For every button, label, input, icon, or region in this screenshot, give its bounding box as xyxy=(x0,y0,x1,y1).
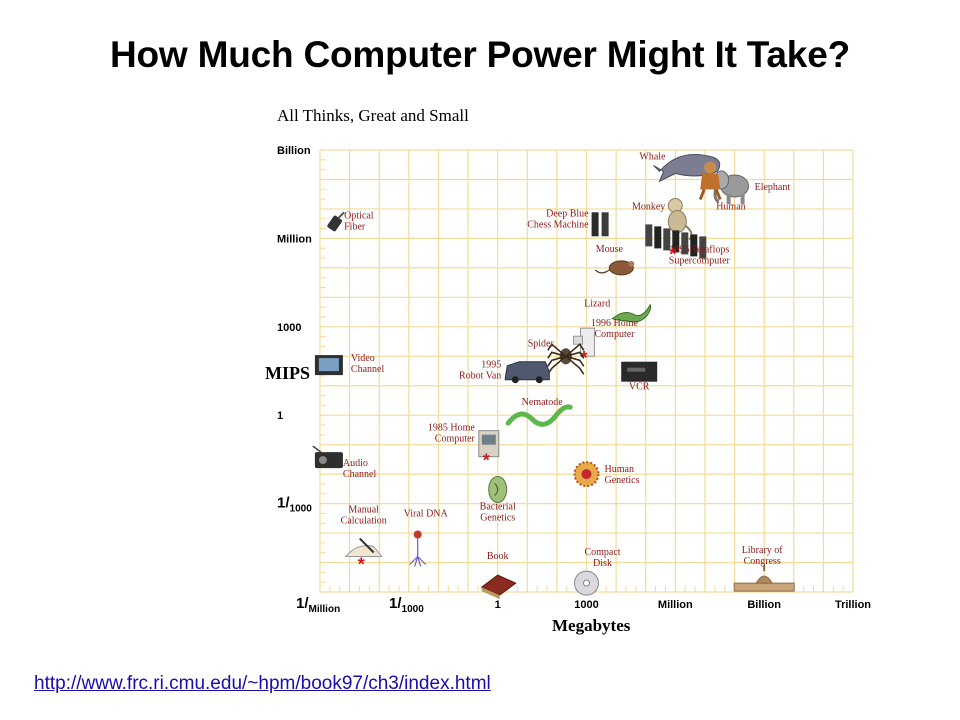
chart-axes: 1/Million 1/1000 1 1000 Million Billion Trilli… xyxy=(277,145,871,615)
x-tick-label: Trillion xyxy=(835,599,871,611)
point-label: VCR xyxy=(629,382,650,393)
audio-channel-icon xyxy=(312,445,343,469)
point-label: 1985 Home Computer xyxy=(428,423,476,445)
bacterial-genetics-icon xyxy=(488,476,508,503)
video-channel-icon xyxy=(314,355,343,376)
monkey-icon xyxy=(667,198,693,241)
y-tick-label: Billion xyxy=(277,145,311,157)
point-label: Lizard xyxy=(584,299,610,310)
chart-point: Mouse xyxy=(594,244,635,276)
point-label: Optical Fiber xyxy=(344,210,374,232)
chart-point: Human Genetics xyxy=(573,461,640,488)
deep-blue-icon xyxy=(591,212,609,237)
x-tick-label: 1000 xyxy=(574,599,598,611)
chart-point: 1996 Home Computer* xyxy=(573,318,639,368)
nematode-icon xyxy=(505,404,573,427)
chart-point: Audio Channel xyxy=(312,445,377,480)
point-label: Nematode xyxy=(522,397,564,408)
point-label: Whale xyxy=(639,151,666,162)
vcr-icon xyxy=(621,361,658,382)
asterisk-marker: * xyxy=(581,348,588,368)
point-label: Bacterial Genetics xyxy=(480,502,516,524)
chart-points: Whale Elephant Human Monkey Deep Blue Chess M… xyxy=(312,151,795,600)
spider-icon xyxy=(547,343,585,375)
manual-calculation-icon xyxy=(344,537,383,557)
human-genetics-icon xyxy=(573,461,600,488)
point-label: Human Genetics xyxy=(605,464,640,486)
source-link[interactable]: http://www.frc.ri.cmu.edu/~hpm/book97/ch… xyxy=(34,673,491,694)
point-label: Compact Disk xyxy=(584,547,620,569)
compact-disk-icon xyxy=(574,570,599,596)
chart-point: Manual Calculation * xyxy=(341,505,387,575)
chart-point: 1995 Robot Van xyxy=(459,360,550,384)
point-label: Spider xyxy=(528,338,555,349)
y-tick-label: 1/1000 xyxy=(277,495,312,515)
chart-point: VCR xyxy=(621,361,658,393)
chart-point: Video Channel xyxy=(314,353,385,376)
x-axis-label: Megabytes xyxy=(552,616,631,635)
point-label: Library of Congress xyxy=(742,545,783,567)
library-icon xyxy=(733,565,795,592)
y-tick-label: Million xyxy=(277,233,312,245)
chart-point: Viral DNA xyxy=(404,509,449,567)
point-label: 1996 Teraflops Supercomputer xyxy=(669,244,731,266)
optical-fiber-icon xyxy=(327,211,345,232)
x-tick-label: Million xyxy=(658,599,693,611)
chart-point: Elephant xyxy=(713,170,791,204)
point-label: 1996 Home Computer xyxy=(591,318,639,340)
point-label: Monkey xyxy=(632,202,665,213)
chart-point: Deep Blue Chess Machine xyxy=(527,208,609,237)
point-label: Deep Blue Chess Machine xyxy=(527,208,589,230)
chart-point: 1985 Home Computer * xyxy=(428,423,500,471)
chart-point: Library of Congress xyxy=(733,545,795,592)
supercomputer-icon xyxy=(645,224,707,259)
point-label: Human xyxy=(716,202,745,213)
x-tick-label: 1/1000 xyxy=(389,595,424,615)
point-label: Mouse xyxy=(596,244,624,255)
asterisk-marker: * xyxy=(358,555,365,575)
point-label: Book xyxy=(487,551,509,562)
mouse-icon xyxy=(594,260,635,276)
chart-point: Monkey xyxy=(632,198,693,241)
chart-point: Human xyxy=(698,161,746,213)
x-tick-label: 1/Million xyxy=(296,595,340,615)
point-label: Audio Channel xyxy=(343,458,377,480)
chart-point: Nematode xyxy=(505,397,573,427)
x-tick-label: Billion xyxy=(747,599,781,611)
x-tick-label: 1 xyxy=(495,599,501,611)
point-label: Viral DNA xyxy=(404,509,449,520)
slide-title: How Much Computer Power Might It Take? xyxy=(110,34,850,75)
chart-point: Bacterial Genetics xyxy=(480,476,516,524)
point-label: 1995 Robot Van xyxy=(459,360,501,382)
point-label: Manual Calculation xyxy=(341,505,387,527)
chart-point: Book xyxy=(480,551,517,600)
old-computer-icon xyxy=(478,430,500,458)
viral-dna-icon xyxy=(409,530,427,567)
chart-point: Lizard xyxy=(584,299,652,323)
y-tick-label: 1000 xyxy=(277,322,301,334)
asterisk-marker: * xyxy=(669,244,676,264)
point-label: Elephant xyxy=(755,182,791,193)
book-icon xyxy=(480,574,517,600)
lizard-icon xyxy=(611,303,652,323)
chart-point: Compact Disk xyxy=(574,547,621,596)
asterisk-marker: * xyxy=(483,451,490,471)
chart-title: All Thinks, Great and Small xyxy=(277,106,469,125)
y-tick-label: 1 xyxy=(277,410,283,422)
chart-point: Spider xyxy=(528,338,585,375)
y-axis-label: MIPS xyxy=(265,363,310,383)
chart-point: Optical Fiber xyxy=(327,210,374,232)
point-label: Video Channel xyxy=(351,353,385,375)
chart-point: 1996 Teraflops Supercomputer* xyxy=(645,224,731,266)
robot-van-icon xyxy=(504,361,550,384)
human-icon xyxy=(698,161,722,201)
